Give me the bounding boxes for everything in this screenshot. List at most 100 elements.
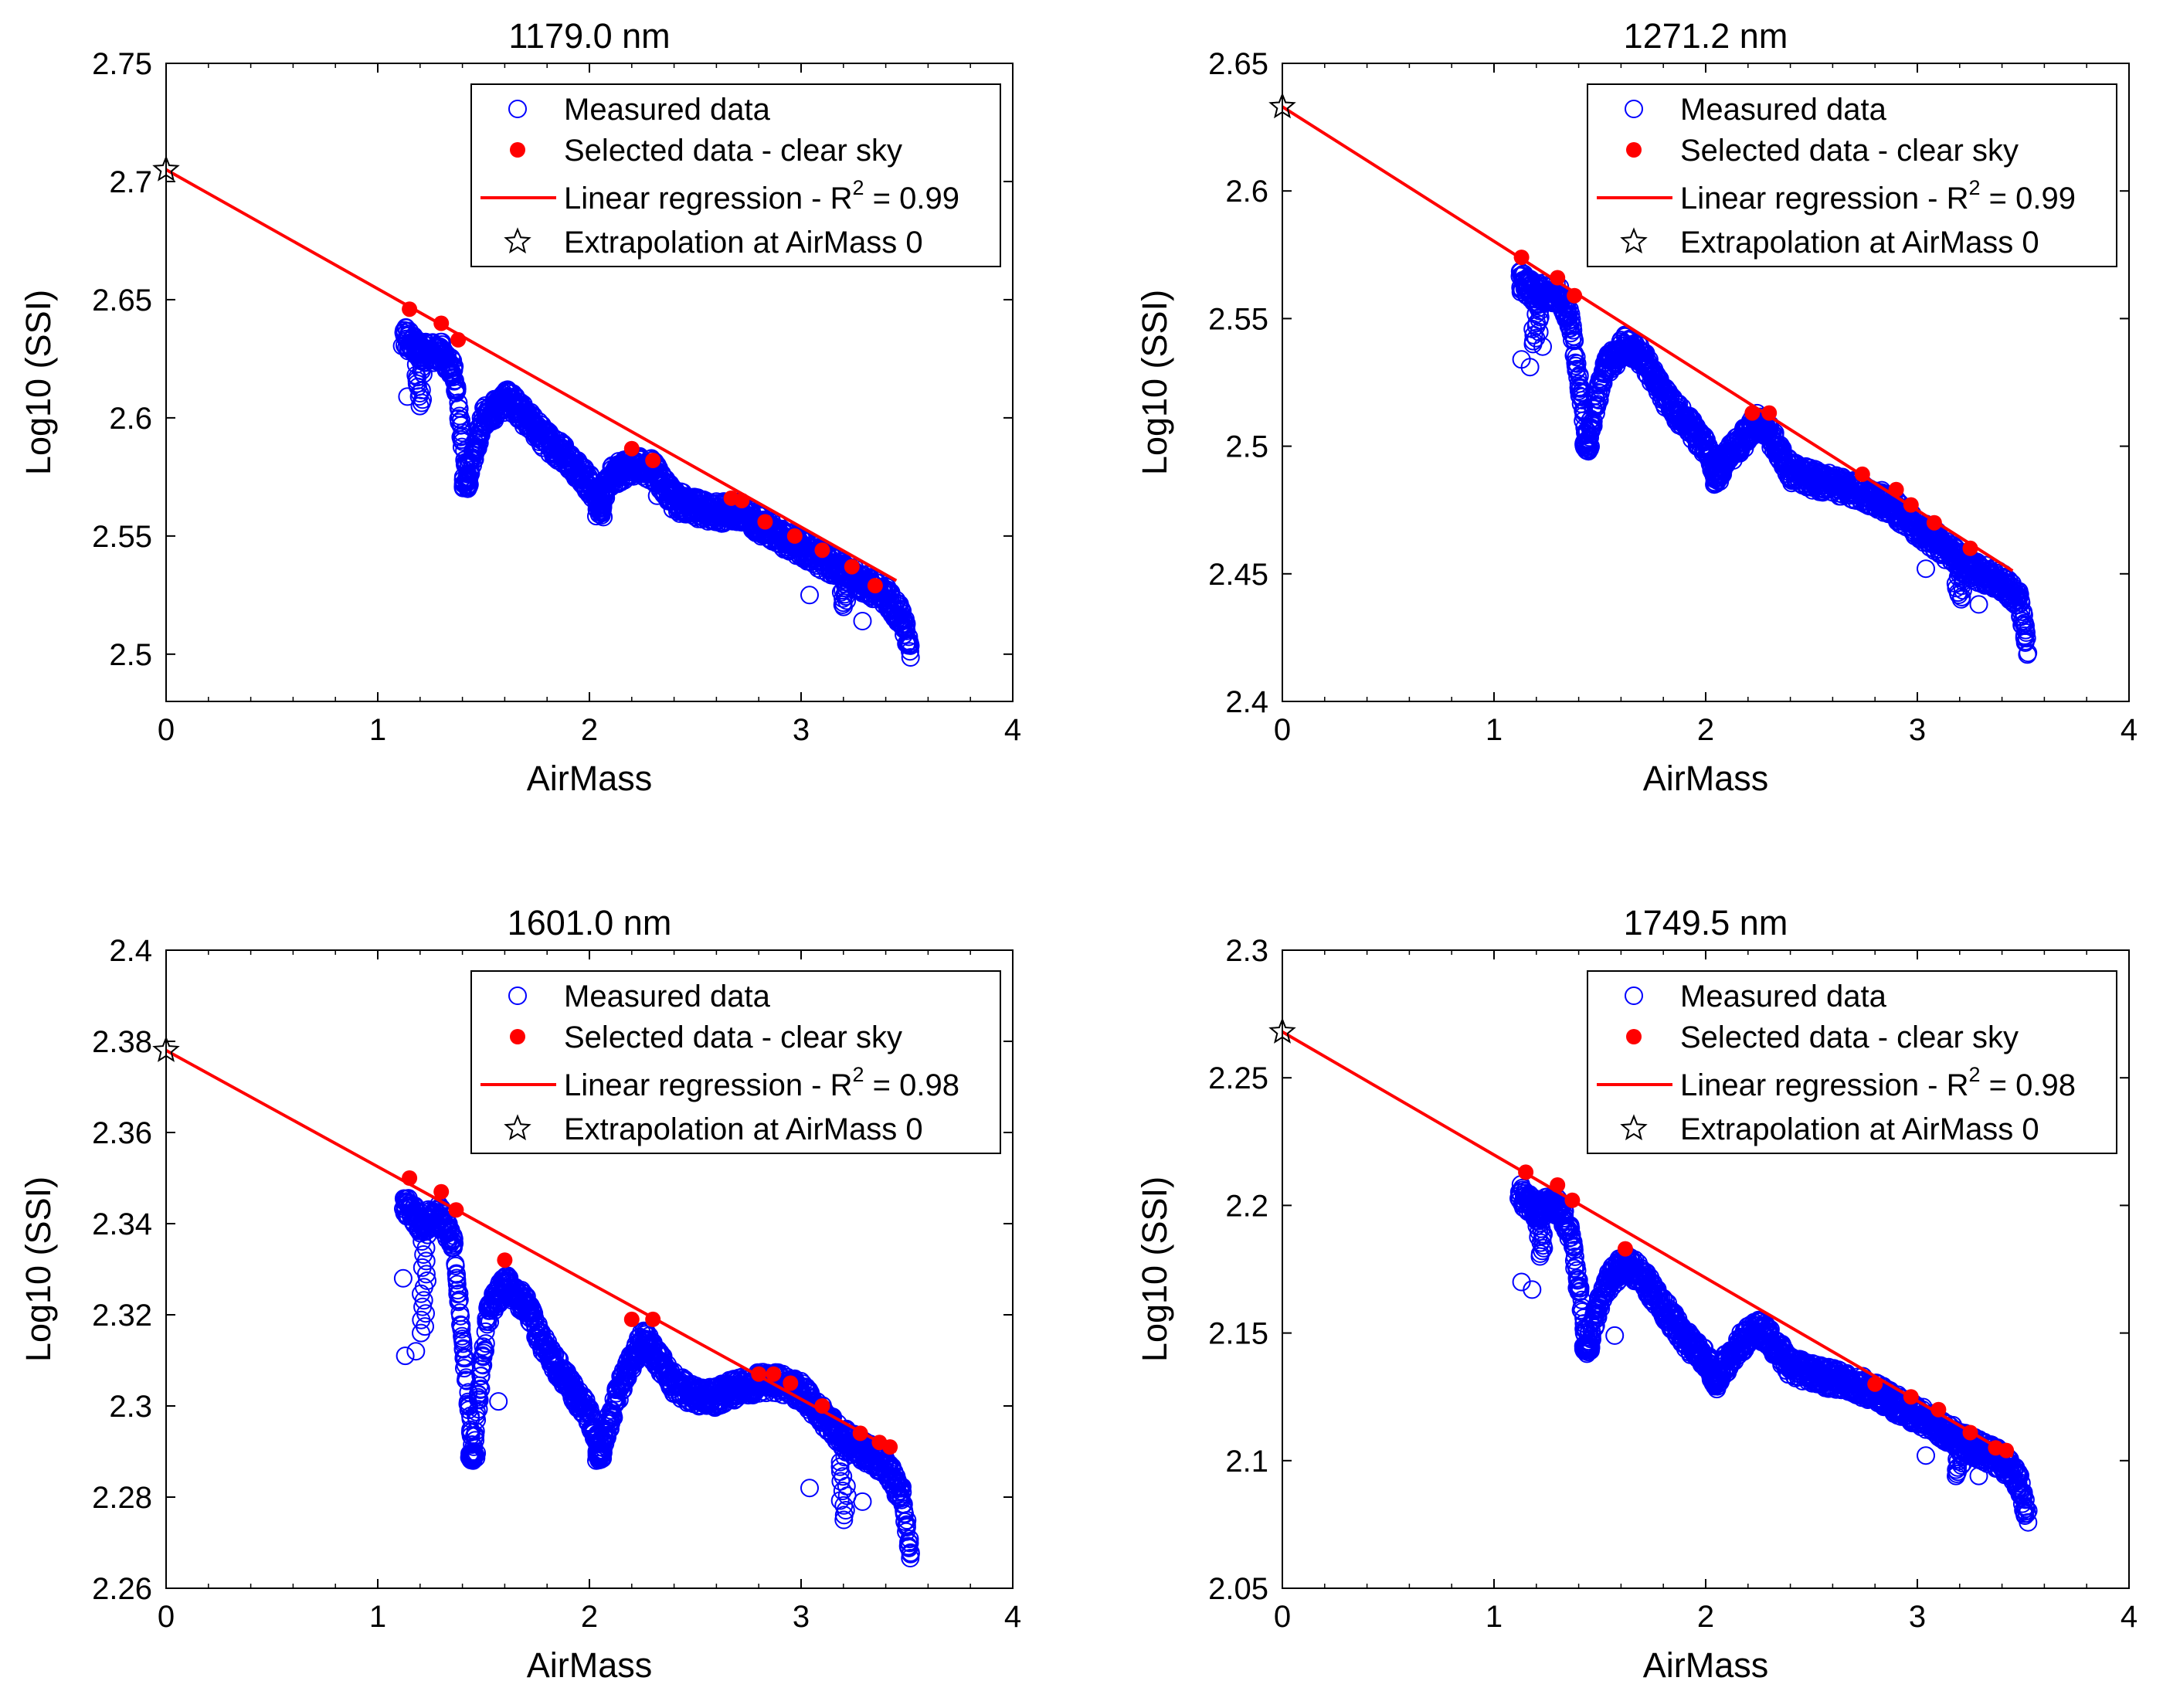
selected-point <box>814 542 830 559</box>
measured-point <box>1950 565 1969 584</box>
y-axis-label: Log10 (SSI) <box>19 1177 58 1362</box>
measured-point <box>647 486 667 505</box>
selected-point <box>734 493 750 508</box>
x-tick-label: 1 <box>369 713 386 747</box>
y-tick-label: 2.38 <box>92 1025 152 1059</box>
legend-regression-value: = 0.99 <box>864 182 959 216</box>
measured-point <box>834 1438 852 1457</box>
selected-point <box>786 528 803 544</box>
legend-measured-label: Measured data <box>1680 93 1887 127</box>
measured-data-points <box>1509 1175 2038 1532</box>
measured-point <box>1570 1278 1590 1298</box>
selected-point <box>882 1439 898 1455</box>
y-tick-label: 2.4 <box>109 934 152 968</box>
legend-selected-label: Selected data - clear sky <box>564 1020 902 1054</box>
x-tick-label: 1 <box>369 1600 386 1634</box>
x-tick-label: 4 <box>1004 1600 1021 1634</box>
measured-point <box>1523 331 1543 351</box>
measured-point <box>1568 368 1587 387</box>
measured-point <box>1563 316 1582 335</box>
y-tick-label: 2.75 <box>92 47 152 81</box>
measured-point <box>898 1511 917 1530</box>
measured-point <box>445 357 464 376</box>
x-axis-label: AirMass <box>527 1645 653 1685</box>
measured-point <box>1948 552 1968 571</box>
subplot-3: 1601.0 nm0 1 2 3 42.262.282.32.322.342.362.3… <box>19 903 1021 1685</box>
measured-point <box>476 1322 495 1341</box>
measured-point <box>471 1367 491 1385</box>
measured-point <box>1533 337 1552 356</box>
selected-point <box>814 1398 830 1414</box>
selected-point <box>751 1366 767 1382</box>
measured-point <box>588 491 607 510</box>
legend-extrapolation-label: Extrapolation at AirMass 0 <box>1680 226 2039 260</box>
measured-point <box>587 1442 606 1461</box>
measured-point <box>476 1334 495 1353</box>
subplot-1: 1179.0 nm0 1 2 3 42.52.552.62.652.72.75AirMa… <box>19 16 1021 798</box>
measured-point <box>450 1284 469 1303</box>
measured-point <box>1951 556 1970 576</box>
measured-data-points <box>1510 262 2038 664</box>
measured-point <box>2016 616 2035 635</box>
measured-point <box>418 1225 437 1244</box>
y-axis-label: Log10 (SSI) <box>1135 290 1174 475</box>
x-tick-label: 1 <box>1486 713 1503 747</box>
legend-regression-superscript: 2 <box>853 1063 864 1086</box>
legend-box <box>1587 83 2117 267</box>
x-tick-label: 2 <box>1697 713 1714 747</box>
selected-point <box>497 1252 513 1268</box>
measured-point <box>464 1442 483 1461</box>
selected-point <box>757 514 773 530</box>
measured-point <box>406 365 426 385</box>
measured-point <box>1560 1218 1580 1238</box>
measured-point <box>412 1310 431 1329</box>
measured-point <box>1530 307 1550 327</box>
measured-point <box>452 410 470 430</box>
x-tick-label: 0 <box>158 1600 175 1634</box>
measured-point <box>834 1510 854 1530</box>
measured-point <box>1564 1236 1583 1255</box>
legend-star-marker <box>1620 227 1648 254</box>
selected-point <box>844 559 860 575</box>
x-tick-label: 3 <box>1909 713 1926 747</box>
measured-point <box>474 1356 493 1375</box>
measured-point <box>901 642 919 661</box>
measured-point <box>1952 587 1971 606</box>
legend-measured-marker <box>508 986 527 1005</box>
legend-selected-label: Selected data - clear sky <box>564 134 902 168</box>
selected-point <box>1926 514 1942 531</box>
selected-point <box>783 1375 799 1391</box>
measured-point <box>445 1234 464 1253</box>
x-tick-label: 3 <box>793 1600 810 1634</box>
measured-point <box>853 1492 872 1511</box>
x-axis-label: AirMass <box>527 759 653 798</box>
y-tick-label: 2.55 <box>1208 302 1268 336</box>
measured-point <box>830 1462 850 1481</box>
measured-point <box>464 450 484 470</box>
measured-point <box>2017 623 2036 642</box>
chart-title: 1179.0 nm <box>508 16 670 56</box>
measured-point <box>1707 462 1727 481</box>
x-tick-label: 2 <box>581 1600 598 1634</box>
measured-point <box>897 614 916 633</box>
subplots: 1179.0 nm0 1 2 3 42.52.552.62.652.72.75AirMa… <box>19 16 2138 1685</box>
x-tick-label: 3 <box>793 713 810 747</box>
measured-point <box>601 1419 620 1438</box>
measured-point <box>1586 403 1605 423</box>
legend-measured-marker <box>508 100 527 118</box>
selected-point <box>433 315 450 331</box>
legend-measured-label: Measured data <box>564 93 771 127</box>
measured-point <box>1564 321 1583 340</box>
selected-point <box>1888 481 1904 497</box>
legend-star-marker <box>504 227 531 254</box>
measured-point <box>901 636 920 655</box>
chart-title: 1271.2 nm <box>1624 16 1788 56</box>
measured-point <box>2019 643 2038 663</box>
measured-point <box>2015 626 2034 645</box>
selected-data-points <box>402 1170 898 1455</box>
legend-selected-marker <box>1626 142 1642 158</box>
measured-point <box>447 1264 466 1283</box>
measured-point <box>830 1452 850 1472</box>
